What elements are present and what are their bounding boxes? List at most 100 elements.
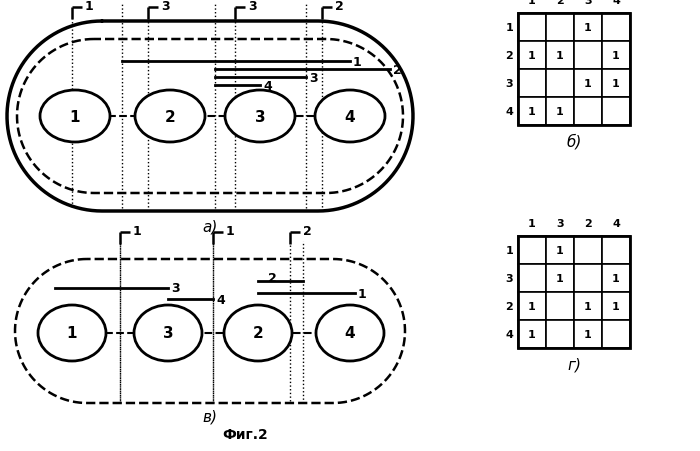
- Bar: [546, 70, 574, 98]
- Text: 1: 1: [528, 301, 536, 311]
- Text: 4: 4: [263, 79, 272, 92]
- Bar: [546, 320, 574, 348]
- Bar: [546, 42, 574, 70]
- Bar: [574, 42, 602, 70]
- Bar: [518, 42, 546, 70]
- Text: 1: 1: [556, 51, 564, 61]
- Text: 2: 2: [268, 271, 277, 284]
- Text: б): б): [566, 134, 582, 149]
- Bar: [574, 292, 602, 320]
- Bar: [574, 320, 602, 348]
- Text: 4: 4: [612, 0, 620, 6]
- Bar: [518, 264, 546, 292]
- Text: 1: 1: [612, 273, 620, 283]
- Text: 2: 2: [164, 109, 176, 124]
- Text: 1: 1: [505, 245, 513, 255]
- Text: 1: 1: [584, 329, 592, 339]
- Ellipse shape: [316, 305, 384, 361]
- Text: 3: 3: [248, 0, 257, 14]
- Ellipse shape: [224, 305, 292, 361]
- Text: а): а): [202, 220, 218, 235]
- Text: 3: 3: [161, 0, 169, 14]
- Text: в): в): [202, 409, 218, 424]
- Bar: [546, 14, 574, 42]
- Bar: [518, 14, 546, 42]
- Bar: [602, 292, 630, 320]
- Text: 3: 3: [556, 219, 564, 229]
- Text: 1: 1: [556, 273, 564, 283]
- Bar: [602, 42, 630, 70]
- Bar: [602, 70, 630, 98]
- Text: 2: 2: [253, 326, 263, 341]
- Text: 1: 1: [556, 107, 564, 117]
- Text: 3: 3: [584, 0, 592, 6]
- Bar: [546, 98, 574, 126]
- Text: 2: 2: [335, 0, 344, 14]
- Text: г): г): [567, 357, 581, 372]
- Text: 4: 4: [344, 109, 356, 124]
- Text: 2: 2: [584, 219, 592, 229]
- Bar: [546, 236, 574, 264]
- Text: 3: 3: [255, 109, 265, 124]
- Text: 2: 2: [556, 0, 564, 6]
- Text: 1: 1: [584, 23, 592, 33]
- Bar: [518, 98, 546, 126]
- Text: 1: 1: [358, 287, 367, 300]
- Ellipse shape: [40, 91, 110, 143]
- Text: 1: 1: [353, 55, 362, 69]
- Text: 1: 1: [133, 225, 141, 238]
- Text: 1: 1: [612, 301, 620, 311]
- Text: 3: 3: [171, 282, 180, 295]
- Text: 1: 1: [528, 51, 536, 61]
- Bar: [602, 320, 630, 348]
- Text: 3: 3: [505, 273, 513, 283]
- Text: 1: 1: [528, 329, 536, 339]
- Bar: [574, 236, 602, 264]
- Text: 1: 1: [612, 51, 620, 61]
- Text: 1: 1: [528, 107, 536, 117]
- Bar: [602, 264, 630, 292]
- Bar: [518, 236, 630, 348]
- Bar: [574, 264, 602, 292]
- Text: Фиг.2: Фиг.2: [222, 427, 268, 441]
- Text: 2: 2: [393, 63, 402, 76]
- Text: 4: 4: [612, 219, 620, 229]
- Text: 1: 1: [556, 245, 564, 255]
- Text: 1: 1: [70, 109, 80, 124]
- Ellipse shape: [225, 91, 295, 143]
- Text: 3: 3: [309, 71, 318, 84]
- Ellipse shape: [38, 305, 106, 361]
- Text: 4: 4: [216, 293, 225, 306]
- Bar: [602, 14, 630, 42]
- Text: 1: 1: [528, 219, 536, 229]
- Text: 4: 4: [344, 326, 356, 341]
- Text: 2: 2: [303, 225, 312, 238]
- Bar: [518, 236, 546, 264]
- Bar: [574, 70, 602, 98]
- Text: 1: 1: [66, 326, 77, 341]
- Text: 1: 1: [226, 225, 234, 238]
- Text: 1: 1: [528, 0, 536, 6]
- Text: 4: 4: [505, 107, 513, 117]
- Bar: [546, 292, 574, 320]
- Text: 1: 1: [505, 23, 513, 33]
- Text: 4: 4: [505, 329, 513, 339]
- Bar: [518, 320, 546, 348]
- Ellipse shape: [135, 91, 205, 143]
- Bar: [518, 70, 546, 98]
- Text: 3: 3: [505, 79, 513, 89]
- Bar: [574, 98, 602, 126]
- Bar: [574, 14, 602, 42]
- Text: 1: 1: [612, 79, 620, 89]
- Bar: [518, 14, 630, 126]
- Bar: [546, 264, 574, 292]
- Text: 1: 1: [584, 301, 592, 311]
- Bar: [602, 98, 630, 126]
- Text: 1: 1: [85, 0, 94, 14]
- Text: 3: 3: [162, 326, 174, 341]
- Text: 2: 2: [505, 301, 513, 311]
- Ellipse shape: [134, 305, 202, 361]
- Bar: [602, 236, 630, 264]
- Bar: [518, 292, 546, 320]
- Ellipse shape: [315, 91, 385, 143]
